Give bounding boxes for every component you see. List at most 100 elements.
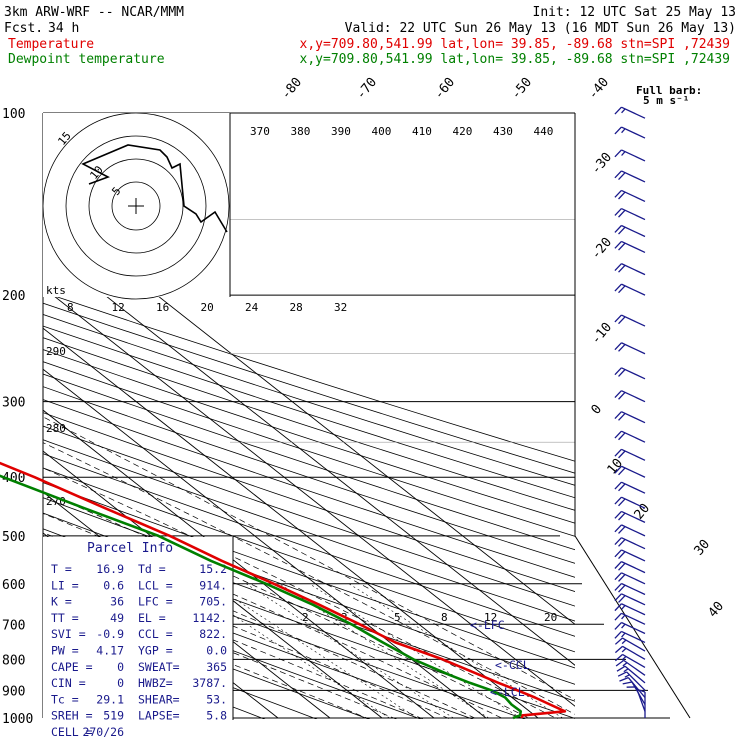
barb-flag-full: [614, 510, 622, 519]
parcel-label-left: CELL =: [51, 725, 93, 739]
wind-barb: [614, 170, 646, 183]
barb-flag-full: [614, 106, 622, 115]
dry-adiabat: [43, 412, 575, 592]
hodo-speed-label: 12: [112, 301, 125, 314]
barb-flag-full: [614, 603, 622, 612]
pressure-tick-label: 800: [2, 653, 25, 668]
barb-key-units: 5 m s⁻¹: [643, 94, 689, 107]
marker-lfc: <-LFC: [470, 618, 505, 632]
barb-flag-full: [618, 191, 626, 200]
barb-staff: [621, 572, 646, 585]
barb-staff: [621, 561, 646, 574]
barb-staff: [621, 496, 646, 509]
barb-staff: [621, 189, 646, 202]
dry-adiabat: [43, 325, 575, 499]
barb-flag-full: [614, 342, 622, 351]
parcel-label-right: HWBZ=: [138, 676, 173, 690]
barb-flag-full: [614, 390, 622, 399]
parcel-label-right: LFC =: [138, 595, 173, 609]
barb-flag-full: [618, 369, 626, 377]
parcel-label-right: YGP =: [138, 644, 173, 658]
wind-barb: [614, 342, 646, 355]
barb-staff: [621, 593, 646, 606]
parcel-value-right: 365: [206, 660, 227, 674]
wind-barb: [614, 189, 646, 202]
barb-flag-full: [614, 448, 622, 457]
barb-flag-full: [614, 225, 622, 233]
pressure-tick-label: 100: [2, 107, 25, 122]
barb-staff: [621, 224, 646, 238]
hodo-ring-15: [42, 112, 230, 300]
pressure-tick-label: 500: [2, 530, 25, 545]
dry-adiabat: [43, 453, 575, 637]
barb-staff: [621, 283, 646, 296]
wind-barb: [614, 510, 646, 523]
parcel-label-right: LAPSE=: [138, 709, 180, 723]
wind-barb: [614, 621, 646, 635]
parcel-value-left: 4.17: [96, 644, 124, 658]
barb-flag-full: [618, 467, 626, 476]
barb-staff: [621, 342, 646, 355]
barb-staff: [621, 240, 646, 254]
barb-staff: [621, 390, 646, 403]
mixing-ratio-line: [246, 583, 454, 719]
wind-barb: [614, 524, 646, 537]
barb-staff: [623, 659, 646, 676]
barb-flag-full: [614, 583, 622, 591]
parcel-label-left: SVI =: [51, 627, 86, 641]
wind-barb: [614, 645, 646, 660]
barb-flag-half: [621, 604, 626, 610]
barb-staff: [621, 106, 646, 119]
wind-barbs: [614, 106, 646, 718]
parcel-value-right: 1142.: [192, 611, 227, 625]
theta-label-left: 290: [46, 345, 66, 358]
barb-flag-full: [614, 593, 622, 602]
isotherm-line: [43, 286, 575, 707]
barb-flag-half: [621, 632, 626, 638]
theta-label: 370: [250, 125, 270, 138]
barb-flag-full: [618, 574, 626, 582]
parcel-value-right: 705.: [199, 595, 227, 609]
barb-staff: [621, 314, 646, 327]
dry-adiabat: [43, 467, 575, 653]
barb-flag-half: [621, 151, 626, 156]
hodo-speed-label: 28: [290, 301, 303, 314]
dewpoint-location: x,y=709.80,541.99 lat,lon= 39.85, -89.68…: [300, 52, 730, 67]
wind-barb: [614, 572, 646, 585]
isotherm-line: [43, 327, 539, 719]
barb-flag-full: [618, 264, 626, 273]
wind-barb: [614, 149, 646, 162]
isotherm-label: 0: [589, 402, 606, 418]
parcel-info-title: Parcel Info: [87, 541, 173, 556]
hodo-speed-label: 16: [156, 301, 169, 314]
isotherm-line: [43, 409, 435, 719]
barb-staff: [621, 524, 646, 537]
init-time: Init: 12 UTC Sat 25 May 13: [533, 5, 737, 20]
parcel-label-right: CCL =: [138, 627, 173, 641]
parcel-value-left: 519: [103, 709, 124, 723]
pressure-tick-label: 1000: [2, 712, 33, 727]
isotherm-label: -10: [589, 320, 616, 348]
hodo-units: kts: [46, 284, 66, 297]
wind-barb: [614, 496, 646, 509]
hodo-ring-inner: [111, 181, 161, 231]
barb-flag-half: [621, 655, 627, 661]
barb-flag-full: [614, 170, 622, 179]
barb-flag-full: [618, 412, 626, 421]
barb-staff: [621, 207, 646, 221]
pressure-tick-label: 200: [2, 289, 25, 304]
barb-staff: [621, 481, 646, 494]
theta-label: 380: [291, 125, 311, 138]
barb-staff: [622, 637, 646, 652]
parcel-value-right: 3787.: [192, 676, 227, 690]
hodo-speed-label: 24: [245, 301, 259, 314]
parcel-label-left: PW =: [51, 644, 79, 658]
barb-flag-full: [618, 595, 626, 603]
wind-barb: [614, 481, 646, 494]
parcel-value-left: 270/26: [82, 725, 124, 739]
theta-label: 400: [372, 125, 392, 138]
barb-staff: [621, 549, 646, 562]
hodo-ring-10: [65, 135, 207, 277]
dry-adiabat: [43, 349, 575, 524]
